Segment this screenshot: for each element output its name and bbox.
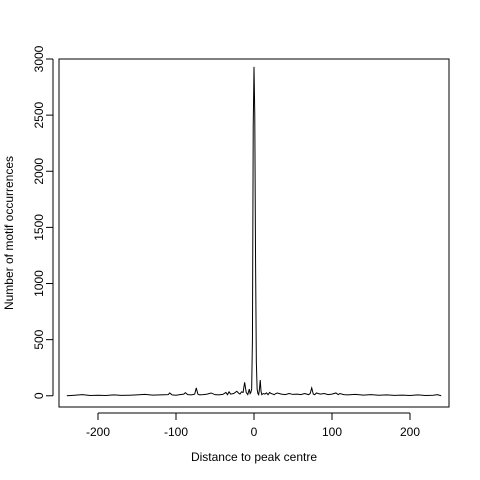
y-tick-label: 1000 — [32, 270, 46, 297]
y-tick-label: 500 — [32, 329, 46, 349]
x-axis: -200 -100 0 100 200 — [86, 412, 420, 439]
y-tick-label: 1500 — [32, 214, 46, 241]
x-tick-label: 100 — [322, 425, 342, 439]
y-axis-label: Number of motif occurrences — [2, 156, 16, 310]
x-tick-label: 0 — [251, 425, 258, 439]
series-line — [66, 66, 442, 397]
y-tick-label: 0 — [32, 392, 46, 399]
y-tick-label: 2000 — [32, 158, 46, 185]
y-tick-label: 2500 — [32, 101, 46, 128]
x-tick-label: -100 — [164, 425, 188, 439]
plot-frame — [58, 58, 450, 408]
y-tick-label: 3000 — [32, 45, 46, 72]
y-axis: 0 500 1000 1500 2000 2500 3000 — [32, 45, 54, 399]
x-tick-label: 200 — [400, 425, 420, 439]
x-tick-label: -200 — [86, 425, 110, 439]
x-axis-label: Distance to peak centre — [191, 450, 317, 464]
